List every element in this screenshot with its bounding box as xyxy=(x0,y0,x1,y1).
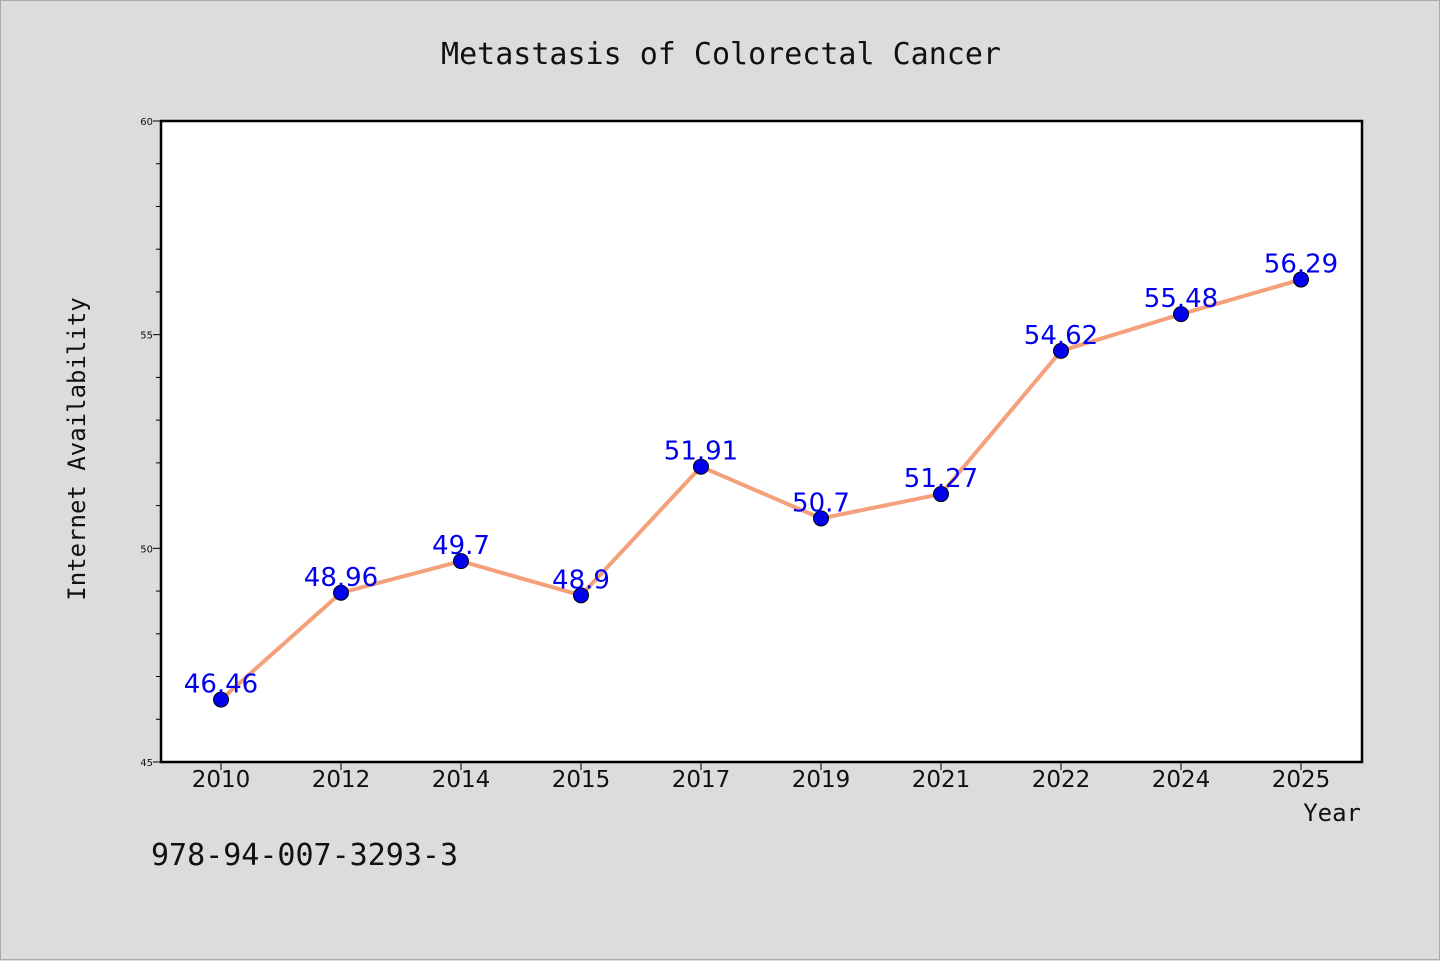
data-point xyxy=(813,510,829,527)
x-tick-label: 2012 xyxy=(312,767,371,793)
x-axis-label: Year xyxy=(1303,799,1361,827)
footer-code: 978-94-007-3293-3 xyxy=(151,838,458,873)
data-point xyxy=(333,584,349,601)
x-tick-label: 2024 xyxy=(1152,767,1211,793)
y-tick-label: 45 xyxy=(140,758,153,769)
x-tick-label: 2014 xyxy=(432,767,491,793)
y-axis: 45 50 55 60 xyxy=(140,117,161,769)
data-point xyxy=(693,458,709,475)
y-tick-label: 50 xyxy=(140,544,153,555)
x-tick-label: 2021 xyxy=(912,767,971,793)
y-tick-label: 55 xyxy=(140,331,153,342)
data-label: 48.96 xyxy=(304,563,378,593)
y-tick-label: 60 xyxy=(140,117,153,128)
x-axis: 2010 2012 2014 2015 2017 2019 2021 2022 2024 2025 xyxy=(192,762,1331,793)
data-point xyxy=(213,691,229,708)
x-tick-label: 2019 xyxy=(792,767,851,793)
series-group: 46.46 48.96 49.7 48.9 51.91 50.7 51.27 54.62 55.… xyxy=(184,250,1338,708)
plot-area xyxy=(159,119,1364,764)
series-line xyxy=(219,277,1302,702)
data-label: 54.62 xyxy=(1024,321,1098,351)
data-label: 46.46 xyxy=(184,670,258,700)
y-axis-label: Internet Availability xyxy=(63,297,91,600)
data-point xyxy=(933,486,949,503)
data-point xyxy=(1293,271,1309,288)
chart-title: Metastasis of Colorectal Cancer xyxy=(441,37,1001,72)
data-label: 49.7 xyxy=(432,531,490,561)
x-tick-label: 2025 xyxy=(1272,767,1331,793)
x-tick-label: 2022 xyxy=(1032,767,1091,793)
x-tick-label: 2010 xyxy=(192,767,251,793)
data-point xyxy=(573,587,589,604)
data-label: 55.48 xyxy=(1144,284,1218,314)
data-label: 51.91 xyxy=(664,437,738,467)
data-point xyxy=(1053,342,1069,359)
x-tick-label: 2015 xyxy=(552,767,611,793)
data-label: 48.9 xyxy=(552,565,610,595)
data-point xyxy=(453,553,469,570)
data-label: 50.7 xyxy=(792,488,850,518)
data-point xyxy=(1173,306,1189,323)
x-tick-label: 2017 xyxy=(672,767,731,793)
data-label: 51.27 xyxy=(904,464,978,494)
data-label: 56.29 xyxy=(1264,250,1338,280)
